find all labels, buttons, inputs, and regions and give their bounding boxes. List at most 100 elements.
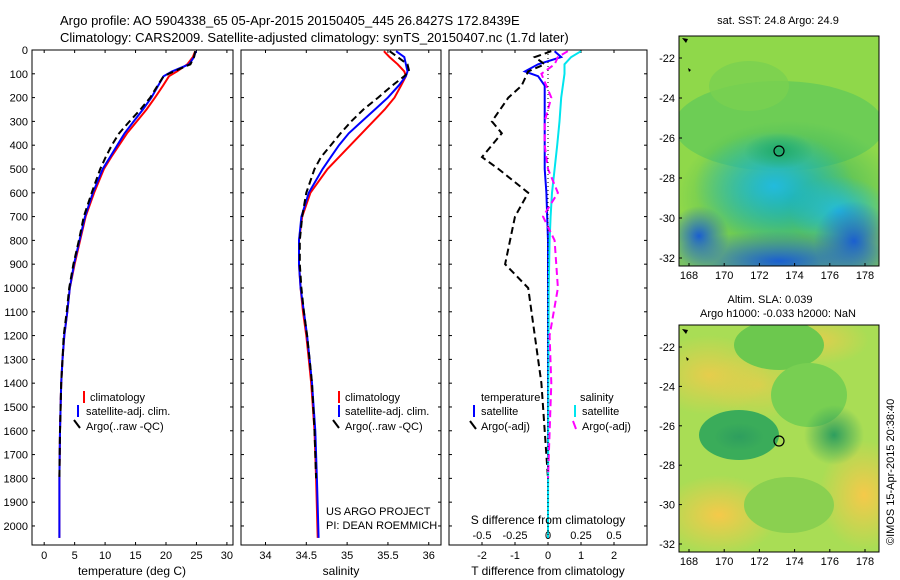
series-line-temperature-argo-adj-: [480, 50, 552, 479]
depth-tick-label: 1000: [4, 283, 28, 295]
map-lat-tick-label: -30: [659, 500, 675, 512]
depth-tick-label: 1500: [4, 402, 28, 414]
s-tick-label: -0.25: [502, 530, 527, 542]
series-line-satellite-adj-clim-: [58, 50, 197, 538]
map-lon-tick-label: 168: [680, 556, 698, 568]
sla-map-title-line1: Altim. SLA: 0.039: [728, 294, 813, 306]
depth-tick-label: 100: [10, 69, 28, 81]
x-tick-label: 0: [545, 550, 551, 562]
legend-swatch-argo: [73, 419, 81, 429]
map-lat-tick-label: -28: [659, 173, 675, 185]
x-tick-label: 2: [611, 550, 617, 562]
legend-swatch-argo: [332, 419, 340, 429]
depth-tick-label: 400: [10, 140, 28, 152]
s-tick-label: -0.5: [473, 530, 492, 542]
project-annotation-line1: US ARGO PROJECT: [326, 506, 431, 518]
legend-climatology: climatology: [345, 392, 401, 404]
x-tick-label: 5: [72, 550, 78, 562]
map-lon-tick-label: 174: [785, 556, 803, 568]
sst-map-title: sat. SST: 24.8 Argo: 24.9: [717, 15, 839, 27]
salinity-chart: 34 34.5 35 35.5 36: [241, 49, 441, 562]
depth-tick-label: 1900: [4, 497, 28, 509]
legend-climatology: climatology: [90, 392, 146, 404]
x-tick-label: 15: [129, 550, 141, 562]
argo-location-marker: [773, 145, 785, 157]
difference-legend: temperature salinity satellite Argo(-adj…: [469, 392, 631, 433]
depth-tick-label: 700: [10, 212, 28, 224]
s-tick-label: 0.25: [570, 530, 591, 542]
x-tick-label: 35.5: [377, 550, 398, 562]
argo-location-marker: [773, 435, 785, 447]
depth-tick-label: 200: [10, 93, 28, 105]
depth-tick-label: 1800: [4, 473, 28, 485]
map-lat-tick-label: -26: [659, 421, 675, 433]
series-line-salinity-argo-adj-: [540, 50, 569, 479]
x-tick-label: 36: [423, 550, 435, 562]
depth-tick-label: 1200: [4, 331, 28, 343]
salinity-xlabel: salinity: [323, 564, 360, 578]
t-difference-xlabel: T difference from climatology: [471, 564, 625, 578]
map-lat-tick-label: -24: [659, 93, 675, 105]
legend-title-salinity: salinity: [580, 392, 614, 404]
map-lat-tick-label: -24: [659, 381, 675, 393]
x-tick-label: -1: [510, 550, 520, 562]
map-lon-tick-label: 174: [785, 270, 803, 282]
legend-s-satellite: satellite: [582, 406, 619, 418]
map-lon-tick-label: 172: [750, 270, 768, 282]
depth-tick-label: 900: [10, 259, 28, 271]
map-lon-tick-label: 168: [680, 270, 698, 282]
series-line-argo-raw-qc-: [58, 51, 197, 479]
x-tick-label: 20: [160, 550, 172, 562]
difference-chart: -2 -1 0 1 2 -0.5 -0.25 0 0.25 0.5: [449, 49, 647, 562]
depth-tick-label: 1600: [4, 426, 28, 438]
map-lon-tick-label: 170: [715, 270, 733, 282]
temperature-panel: [31, 49, 234, 546]
figure-title-line2: Climatology: CARS2009. Satellite-adjuste…: [60, 30, 569, 45]
depth-tick-label: 500: [10, 164, 28, 176]
map-lat-tick-label: -28: [659, 460, 675, 472]
sst-map: [679, 36, 879, 266]
legend-satellite-adj: satellite-adj. clim.: [345, 406, 429, 418]
project-annotation-line2: PI: DEAN ROEMMICH: [326, 520, 437, 532]
depth-tick-label: 1400: [4, 378, 28, 390]
legend-t-satellite: satellite: [481, 406, 518, 418]
map-lat-tick-label: -30: [659, 213, 675, 225]
legend-swatch-s-argo: [572, 420, 577, 430]
series-line-salinity-satellite: [547, 50, 582, 538]
map-axes: 168 170 172 174 176 178 -22 -24 -26 -28 -30 -32 168 1…: [659, 53, 874, 568]
map-lon-tick-label: 176: [821, 270, 839, 282]
salinity-panel: [240, 49, 442, 546]
x-tick-label: -2: [477, 550, 487, 562]
depth-axis: 0 100 200 300 400 500 600 700 800 900 1000 1100 1200…: [4, 45, 28, 533]
legend-argo: Argo(..raw -QC): [86, 421, 164, 433]
temperature-xlabel: temperature (deg C): [78, 564, 186, 578]
sla-map: [679, 325, 879, 552]
depth-tick-label: 1100: [4, 307, 28, 319]
depth-tick-label: 1700: [4, 450, 28, 462]
x-tick-label: 25: [190, 550, 202, 562]
depth-tick-label: 2000: [4, 521, 28, 533]
depth-tick-label: 800: [10, 235, 28, 247]
figure-title-line1: Argo profile: AO 5904338_65 05-Apr-2015 …: [60, 13, 520, 28]
map-lat-tick-label: -32: [659, 253, 675, 265]
legend-t-argo: Argo(-adj): [481, 421, 530, 433]
map-lat-tick-label: -32: [659, 539, 675, 551]
x-tick-label: 0: [41, 550, 47, 562]
x-tick-label: 10: [99, 550, 111, 562]
legend-s-argo: Argo(-adj): [582, 421, 631, 433]
sla-map-title-line2: Argo h1000: -0.033 h2000: NaN: [700, 308, 856, 320]
legend-satellite-adj: satellite-adj. clim.: [86, 406, 170, 418]
x-tick-label: 35: [341, 550, 353, 562]
x-tick-label: 34: [259, 550, 271, 562]
salinity-legend: climatology satellite-adj. clim. Argo(..…: [326, 391, 437, 532]
series-line-satellite-adj-clim-: [298, 50, 409, 538]
s-tick-label: 0.5: [606, 530, 621, 542]
legend-swatch-t-argo: [469, 420, 477, 430]
map-lon-tick-label: 176: [821, 556, 839, 568]
imos-credit: ©IMOS 15-Apr-2015 20:38:40: [885, 399, 897, 545]
depth-tick-label: 0: [22, 45, 28, 57]
legend-argo: Argo(..raw -QC): [345, 421, 423, 433]
s-difference-xlabel: S difference from climatology: [471, 513, 626, 527]
s-tick-label: 0: [545, 530, 551, 542]
